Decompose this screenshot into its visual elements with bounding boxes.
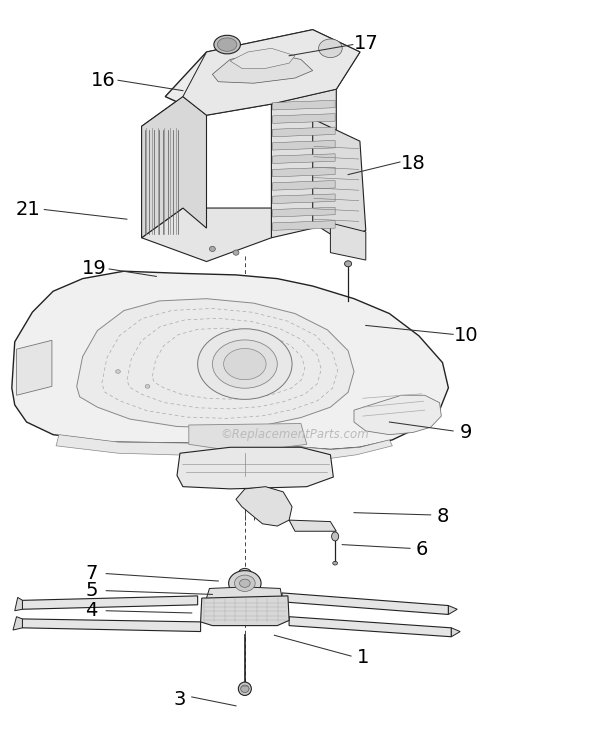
Polygon shape bbox=[13, 617, 22, 630]
Polygon shape bbox=[273, 154, 335, 163]
Polygon shape bbox=[273, 181, 335, 190]
Text: 21: 21 bbox=[16, 200, 41, 219]
Polygon shape bbox=[273, 221, 335, 230]
Text: 6: 6 bbox=[416, 540, 428, 559]
Polygon shape bbox=[183, 30, 360, 115]
Polygon shape bbox=[212, 52, 313, 83]
Polygon shape bbox=[273, 194, 335, 204]
Ellipse shape bbox=[217, 38, 237, 51]
Ellipse shape bbox=[241, 685, 249, 692]
Text: 1: 1 bbox=[357, 648, 369, 667]
Polygon shape bbox=[189, 424, 307, 450]
Ellipse shape bbox=[229, 571, 261, 596]
Polygon shape bbox=[289, 617, 451, 637]
Polygon shape bbox=[273, 114, 335, 123]
Polygon shape bbox=[206, 587, 282, 607]
Polygon shape bbox=[142, 97, 183, 238]
Polygon shape bbox=[22, 619, 201, 632]
Ellipse shape bbox=[209, 246, 215, 251]
Polygon shape bbox=[236, 487, 292, 526]
Polygon shape bbox=[451, 628, 460, 637]
Ellipse shape bbox=[319, 39, 342, 58]
Ellipse shape bbox=[212, 340, 277, 388]
Ellipse shape bbox=[333, 562, 337, 565]
Ellipse shape bbox=[235, 575, 255, 591]
Polygon shape bbox=[271, 89, 336, 238]
Polygon shape bbox=[448, 606, 457, 614]
Polygon shape bbox=[354, 395, 441, 435]
Polygon shape bbox=[273, 127, 335, 137]
Text: 18: 18 bbox=[401, 154, 425, 173]
Polygon shape bbox=[12, 271, 448, 450]
Polygon shape bbox=[230, 48, 295, 68]
Polygon shape bbox=[77, 299, 354, 428]
Ellipse shape bbox=[214, 35, 241, 54]
Ellipse shape bbox=[240, 580, 250, 587]
Text: 10: 10 bbox=[454, 326, 478, 345]
Polygon shape bbox=[282, 593, 448, 614]
Text: 5: 5 bbox=[85, 581, 98, 600]
Ellipse shape bbox=[198, 328, 292, 400]
Ellipse shape bbox=[145, 385, 150, 388]
Polygon shape bbox=[273, 207, 335, 217]
Polygon shape bbox=[177, 447, 333, 489]
Ellipse shape bbox=[116, 369, 120, 373]
Text: 3: 3 bbox=[174, 690, 186, 710]
Polygon shape bbox=[330, 223, 366, 260]
Polygon shape bbox=[313, 119, 366, 241]
Polygon shape bbox=[201, 596, 289, 626]
Polygon shape bbox=[56, 435, 392, 459]
Text: ©ReplacementParts.com: ©ReplacementParts.com bbox=[221, 428, 369, 441]
Polygon shape bbox=[165, 30, 360, 115]
Ellipse shape bbox=[345, 261, 352, 267]
Polygon shape bbox=[15, 597, 22, 611]
Ellipse shape bbox=[238, 682, 251, 695]
Text: 7: 7 bbox=[86, 564, 97, 583]
Ellipse shape bbox=[224, 348, 266, 380]
Polygon shape bbox=[289, 520, 336, 531]
Polygon shape bbox=[273, 140, 335, 150]
Ellipse shape bbox=[233, 250, 239, 256]
Polygon shape bbox=[273, 167, 335, 177]
Polygon shape bbox=[273, 100, 335, 110]
Text: 4: 4 bbox=[86, 601, 97, 620]
Text: 19: 19 bbox=[82, 259, 107, 279]
Ellipse shape bbox=[332, 532, 339, 541]
Ellipse shape bbox=[238, 568, 251, 579]
Text: 8: 8 bbox=[437, 507, 448, 526]
Text: 17: 17 bbox=[353, 33, 378, 53]
Polygon shape bbox=[142, 208, 271, 262]
Text: 16: 16 bbox=[91, 71, 116, 90]
Polygon shape bbox=[22, 596, 198, 609]
Text: 9: 9 bbox=[460, 423, 472, 442]
Polygon shape bbox=[142, 97, 206, 238]
Polygon shape bbox=[17, 340, 52, 395]
